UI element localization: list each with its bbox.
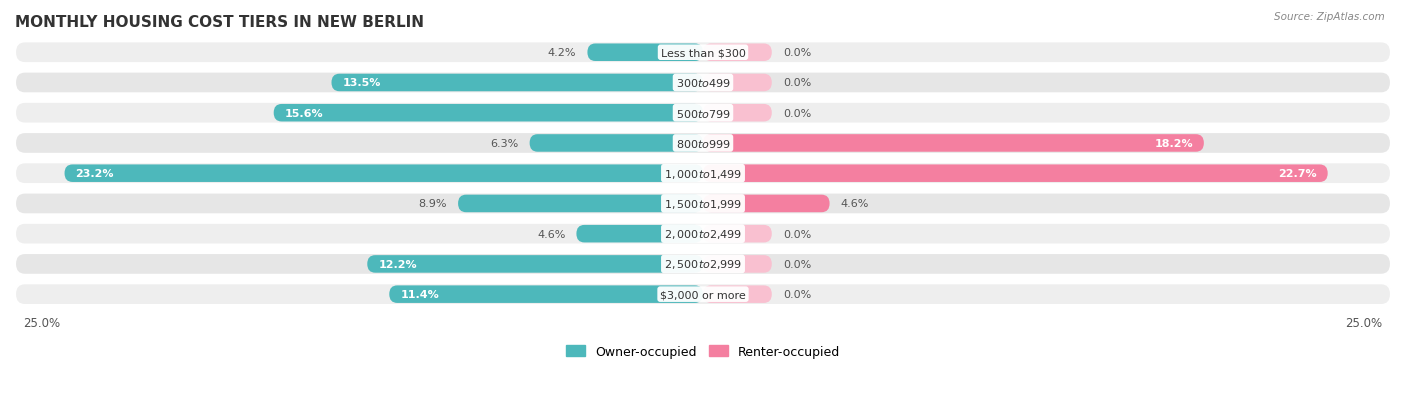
Text: 6.3%: 6.3% xyxy=(491,139,519,149)
Text: 23.2%: 23.2% xyxy=(76,169,114,179)
FancyBboxPatch shape xyxy=(703,44,772,62)
FancyBboxPatch shape xyxy=(15,133,1391,154)
Text: $500 to $799: $500 to $799 xyxy=(675,107,731,119)
Text: $800 to $999: $800 to $999 xyxy=(675,138,731,150)
Text: 0.0%: 0.0% xyxy=(783,229,811,239)
FancyBboxPatch shape xyxy=(15,284,1391,305)
Text: $2,000 to $2,499: $2,000 to $2,499 xyxy=(664,228,742,241)
FancyBboxPatch shape xyxy=(458,195,703,213)
Text: 4.6%: 4.6% xyxy=(841,199,869,209)
Text: 8.9%: 8.9% xyxy=(419,199,447,209)
FancyBboxPatch shape xyxy=(530,135,703,152)
FancyBboxPatch shape xyxy=(703,286,772,303)
FancyBboxPatch shape xyxy=(274,104,703,122)
FancyBboxPatch shape xyxy=(15,102,1391,124)
FancyBboxPatch shape xyxy=(65,165,703,183)
Text: 13.5%: 13.5% xyxy=(343,78,381,88)
Text: 0.0%: 0.0% xyxy=(783,259,811,269)
FancyBboxPatch shape xyxy=(703,165,1327,183)
Text: 25.0%: 25.0% xyxy=(24,316,60,329)
FancyBboxPatch shape xyxy=(703,256,772,273)
Text: 0.0%: 0.0% xyxy=(783,109,811,119)
Text: 22.7%: 22.7% xyxy=(1278,169,1316,179)
FancyBboxPatch shape xyxy=(703,225,772,243)
Text: 4.2%: 4.2% xyxy=(548,48,576,58)
Text: 0.0%: 0.0% xyxy=(783,78,811,88)
FancyBboxPatch shape xyxy=(576,225,703,243)
FancyBboxPatch shape xyxy=(15,42,1391,64)
Text: 11.4%: 11.4% xyxy=(401,290,439,299)
FancyBboxPatch shape xyxy=(588,44,703,62)
Text: 0.0%: 0.0% xyxy=(783,48,811,58)
FancyBboxPatch shape xyxy=(15,223,1391,245)
Text: $1,500 to $1,999: $1,500 to $1,999 xyxy=(664,197,742,211)
FancyBboxPatch shape xyxy=(703,104,772,122)
Text: 12.2%: 12.2% xyxy=(378,259,418,269)
Text: 0.0%: 0.0% xyxy=(783,290,811,299)
Text: 4.6%: 4.6% xyxy=(537,229,565,239)
FancyBboxPatch shape xyxy=(389,286,703,303)
Text: $3,000 or more: $3,000 or more xyxy=(661,290,745,299)
Legend: Owner-occupied, Renter-occupied: Owner-occupied, Renter-occupied xyxy=(561,340,845,363)
FancyBboxPatch shape xyxy=(15,72,1391,94)
Text: 25.0%: 25.0% xyxy=(1346,316,1382,329)
FancyBboxPatch shape xyxy=(703,74,772,92)
FancyBboxPatch shape xyxy=(703,135,1204,152)
Text: 18.2%: 18.2% xyxy=(1154,139,1192,149)
Text: 15.6%: 15.6% xyxy=(284,109,323,119)
Text: Less than $300: Less than $300 xyxy=(661,48,745,58)
FancyBboxPatch shape xyxy=(15,254,1391,275)
Text: $1,000 to $1,499: $1,000 to $1,499 xyxy=(664,167,742,180)
Text: $2,500 to $2,999: $2,500 to $2,999 xyxy=(664,258,742,271)
Text: $300 to $499: $300 to $499 xyxy=(675,77,731,89)
Text: Source: ZipAtlas.com: Source: ZipAtlas.com xyxy=(1274,12,1385,22)
FancyBboxPatch shape xyxy=(15,163,1391,185)
FancyBboxPatch shape xyxy=(332,74,703,92)
FancyBboxPatch shape xyxy=(367,256,703,273)
FancyBboxPatch shape xyxy=(703,195,830,213)
FancyBboxPatch shape xyxy=(15,193,1391,215)
Text: MONTHLY HOUSING COST TIERS IN NEW BERLIN: MONTHLY HOUSING COST TIERS IN NEW BERLIN xyxy=(15,15,425,30)
